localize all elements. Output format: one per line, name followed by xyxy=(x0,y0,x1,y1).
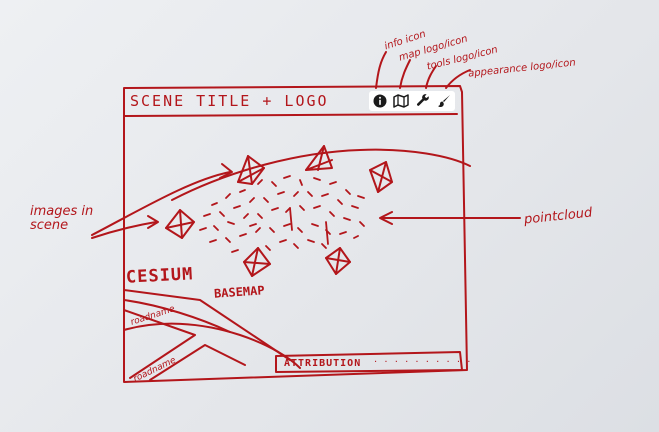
arrow-images-1 xyxy=(91,171,231,236)
callout-line-appearance xyxy=(445,69,471,89)
toolbar xyxy=(369,91,455,111)
point-cloud xyxy=(199,175,365,253)
wrench-icon[interactable] xyxy=(414,92,432,110)
basemap-label-cesium: CESIUM xyxy=(125,264,194,288)
arrow-head xyxy=(379,211,393,225)
brush-icon[interactable] xyxy=(435,92,453,110)
header-divider xyxy=(124,113,458,117)
annotation-images-in-scene: images in scene xyxy=(30,204,94,233)
camera-image xyxy=(165,209,195,239)
arrow-images-2 xyxy=(91,221,157,239)
road-edge xyxy=(123,289,291,361)
road-edge xyxy=(123,322,301,369)
window-frame xyxy=(123,85,468,383)
info-icon[interactable] xyxy=(371,92,389,110)
road-edge xyxy=(149,344,246,381)
callout-line-map xyxy=(399,59,411,89)
callout-line-info xyxy=(375,51,387,89)
attribution-box xyxy=(275,351,463,373)
scene-title: SCENE TITLE + LOGO xyxy=(130,92,329,110)
camera-image xyxy=(325,247,351,275)
map-icon[interactable] xyxy=(392,92,410,110)
attribution-dots: · · · · · · · · · · xyxy=(374,357,473,368)
camera-image xyxy=(369,161,393,193)
camera-image xyxy=(243,247,271,277)
camera-image xyxy=(305,145,333,171)
basemap-label-basemap: BASEMAP xyxy=(213,283,266,301)
arrow-head xyxy=(147,215,159,229)
road-edge xyxy=(123,299,231,333)
callout-line-tools xyxy=(425,65,437,89)
camera-image xyxy=(237,155,265,185)
attribution-text[interactable]: ATTRIBUTION xyxy=(284,358,362,369)
road-edge xyxy=(123,309,196,379)
arrow-head xyxy=(219,163,233,179)
